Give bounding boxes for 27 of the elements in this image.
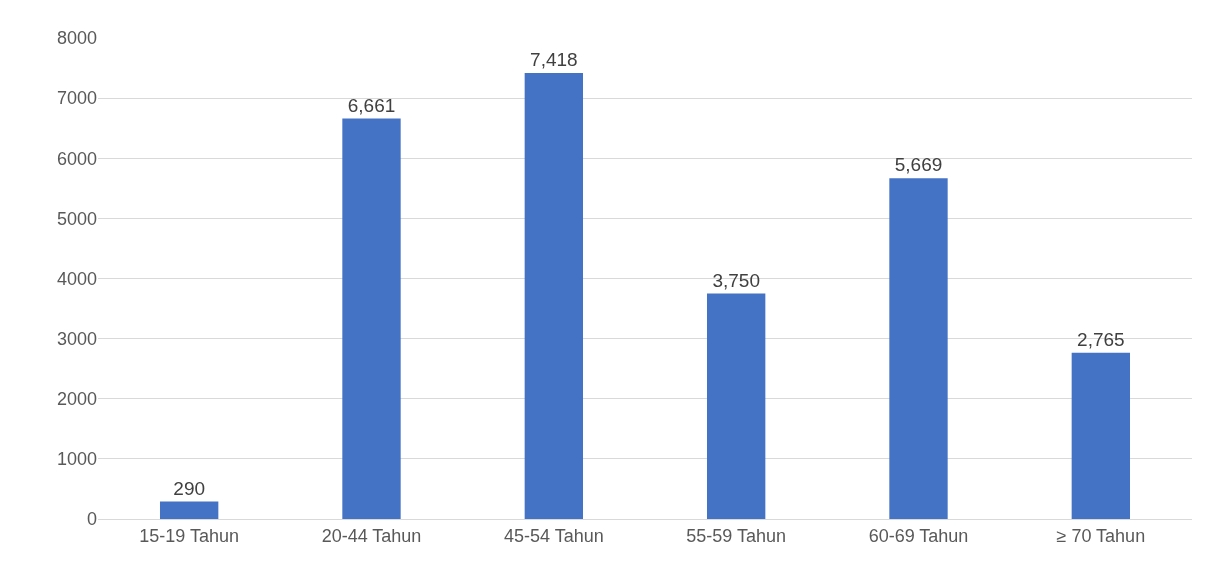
bar: [342, 118, 401, 519]
y-tick-label: 4000: [56, 268, 97, 289]
y-tick-label: 2000: [56, 389, 97, 410]
bar: [706, 293, 766, 519]
bar: [889, 178, 948, 519]
x-tick-label: 45-54 Tahun: [503, 525, 604, 546]
bar: [524, 72, 584, 519]
y-tick-label: 0: [86, 509, 97, 530]
data-label: 2,765: [1077, 328, 1125, 350]
bar: [1071, 352, 1131, 519]
data-label: 7,418: [530, 48, 578, 70]
y-tick-label: 6000: [56, 148, 97, 169]
y-tick-label: 8000: [56, 28, 97, 49]
data-label: 290: [173, 477, 206, 499]
x-tick-label: 20-44 Tahun: [321, 525, 422, 546]
y-tick-label: 1000: [56, 449, 97, 470]
x-tick-label: ≥ 70 Tahun: [1056, 525, 1146, 546]
x-tick-label: 15-19 Tahun: [139, 525, 240, 546]
bar: [159, 501, 219, 519]
y-tick-label: 7000: [56, 88, 97, 109]
data-label: 5,669: [894, 154, 943, 176]
data-label: 3,750: [712, 269, 760, 291]
data-label: 6,661: [347, 94, 396, 116]
y-tick-label: 3000: [56, 328, 97, 349]
y-tick-label: 5000: [56, 208, 97, 229]
x-tick-label: 55-59 Tahun: [686, 525, 787, 546]
x-tick-label: 60-69 Tahun: [868, 525, 969, 546]
